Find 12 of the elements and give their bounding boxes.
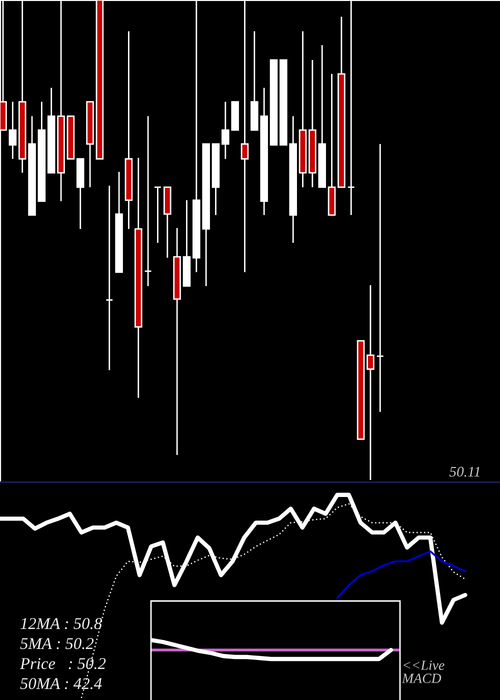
candlestick: [366, 284, 374, 481]
candlestick: [154, 186, 162, 244]
annotation: <<Live MACD: [402, 660, 444, 684]
annotation: 50MA : 42.4: [20, 678, 102, 690]
candlestick: [8, 101, 17, 160]
candlestick: [376, 143, 384, 413]
annotation: Price : 50.2: [20, 658, 106, 670]
annotation: 12MA : 50.8: [20, 618, 102, 630]
candlestick: [105, 185, 114, 371]
text: 50.11: [449, 466, 480, 477]
candlestick: [144, 115, 152, 287]
annotation: 5MA : 50.2: [20, 638, 94, 650]
